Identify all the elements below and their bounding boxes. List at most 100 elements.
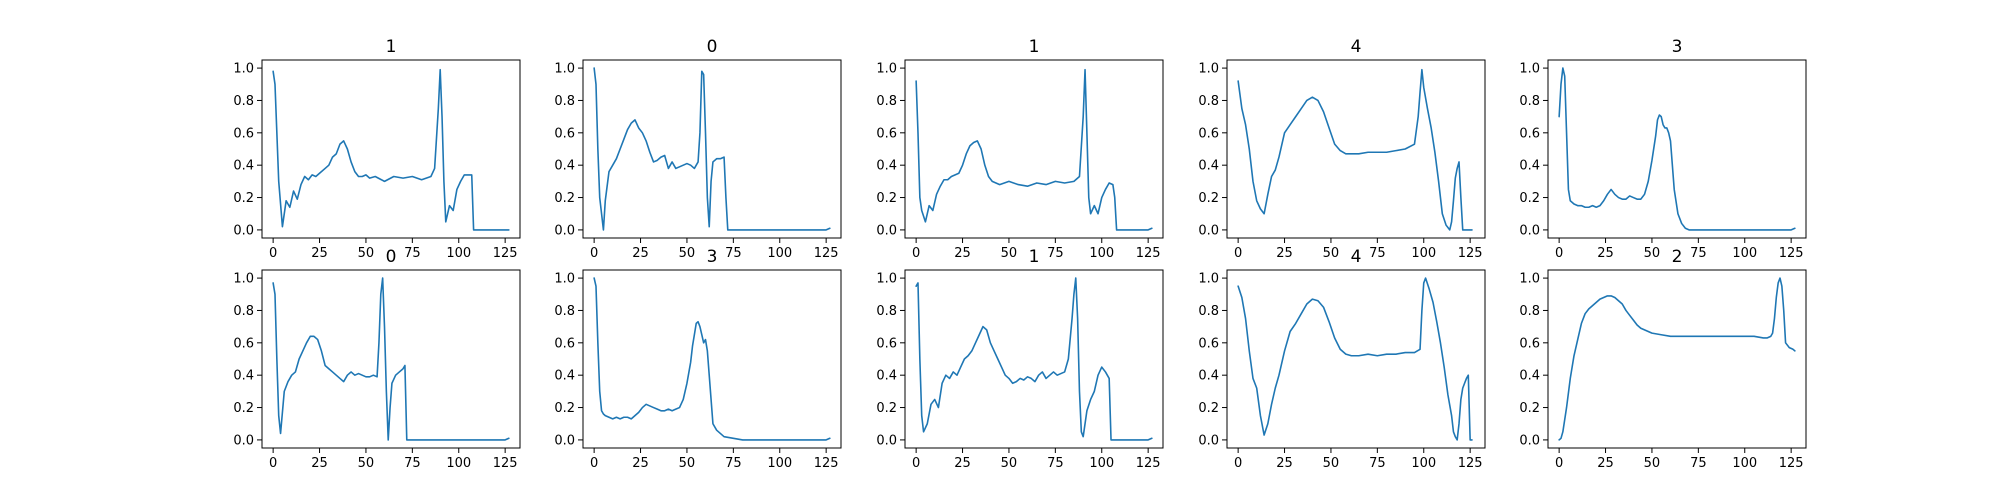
y-tick-label: 0.8: [1198, 304, 1219, 319]
y-tick-label: 0.6: [233, 126, 254, 141]
x-tick-label: 75: [725, 246, 742, 261]
x-tick-label: 25: [1276, 456, 1293, 471]
subplot-10: 2 0 25 50 75 100 125 0.0 0.2 0.4 0.6 0.8 1.0: [1519, 247, 1807, 471]
subplot-5: 3 0 25 50 75 100 125 0.0 0.2 0.4 0.6 0.8 1.0: [1519, 37, 1807, 261]
y-tick-label: 0.2: [876, 401, 897, 416]
x-tick-label: 100: [767, 246, 792, 261]
y-tick-label: 0.8: [1519, 94, 1540, 109]
y-tick-label: 1.0: [233, 62, 254, 77]
subplot-title: 0: [386, 247, 397, 267]
y-tick-label: 1.0: [1519, 62, 1540, 77]
y-tick-label: 0.6: [554, 126, 575, 141]
y-tick-label: 0.4: [554, 159, 575, 174]
y-tick-label: 0.4: [554, 369, 575, 384]
y-tick-label: 0.8: [876, 304, 897, 319]
x-tick-label: 125: [1779, 456, 1804, 471]
y-tick-label: 1.0: [1198, 272, 1219, 287]
axes-frame: [1547, 59, 1807, 239]
y-tick-label: 0.8: [233, 304, 254, 319]
subplot-7: 3 0 25 50 75 100 125 0.0 0.2 0.4 0.6 0.8 1.0: [554, 247, 842, 471]
y-tick-label: 0.0: [876, 433, 897, 448]
y-tick-label: 0.2: [1198, 191, 1219, 206]
x-tick-label: 75: [1690, 456, 1707, 471]
x-tick-label: 100: [1732, 246, 1757, 261]
y-tick-label: 0.2: [554, 401, 575, 416]
subplot-title: 3: [707, 247, 718, 267]
x-tick-label: 125: [1136, 246, 1161, 261]
x-tick-label: 125: [493, 246, 518, 261]
x-tick-label: 25: [632, 456, 649, 471]
x-tick-label: 25: [954, 246, 971, 261]
x-tick-label: 125: [493, 456, 518, 471]
y-tick-label: 0.8: [876, 94, 897, 109]
subplot-title: 1: [1029, 247, 1040, 267]
x-tick-label: 50: [1644, 456, 1661, 471]
y-tick-label: 0.6: [876, 336, 897, 351]
x-tick-label: 25: [311, 246, 328, 261]
y-tick-label: 1.0: [554, 62, 575, 77]
series-line: [915, 68, 1153, 231]
x-tick-label: 50: [1644, 246, 1661, 261]
y-tick-label: 0.0: [554, 433, 575, 448]
subplot-8: 1 0 25 50 75 100 125 0.0 0.2 0.4 0.6 0.8 1.0: [876, 247, 1164, 471]
x-tick-label: 100: [446, 246, 471, 261]
x-tick-label: 100: [1089, 456, 1114, 471]
x-tick-label: 50: [1001, 246, 1018, 261]
x-tick-label: 100: [1089, 246, 1114, 261]
y-tick-label: 0.8: [233, 94, 254, 109]
x-tick-label: 50: [1001, 456, 1018, 471]
axes-frame: [904, 59, 1164, 239]
x-tick-label: 25: [1597, 456, 1614, 471]
subplot-6: 0 0 25 50 75 100 125 0.0 0.2 0.4 0.6 0.8 1.0: [233, 247, 521, 471]
x-tick-label: 75: [1047, 456, 1064, 471]
subplot-title: 0: [707, 37, 718, 57]
y-tick-label: 1.0: [1198, 62, 1219, 77]
y-tick-label: 0.4: [876, 159, 897, 174]
subplot-title: 4: [1351, 247, 1362, 267]
x-tick-label: 50: [358, 246, 375, 261]
y-tick-label: 1.0: [1519, 272, 1540, 287]
subplot-9: 4 0 25 50 75 100 125 0.0 0.2 0.4 0.6 0.8 1.0: [1198, 247, 1486, 471]
x-tick-label: 0: [590, 456, 598, 471]
y-tick-label: 0.2: [233, 401, 254, 416]
y-tick-label: 0.2: [876, 191, 897, 206]
x-tick-label: 0: [1234, 456, 1242, 471]
y-tick-label: 0.8: [1519, 304, 1540, 319]
x-tick-label: 50: [1323, 456, 1340, 471]
axes-frame: [904, 269, 1164, 449]
y-tick-label: 0.0: [233, 223, 254, 238]
series-line: [1558, 277, 1796, 441]
x-tick-label: 0: [1555, 246, 1563, 261]
y-tick-label: 0.4: [1198, 369, 1219, 384]
x-tick-label: 75: [1690, 246, 1707, 261]
y-tick-label: 0.0: [233, 433, 254, 448]
x-tick-label: 25: [954, 456, 971, 471]
axes-frame: [261, 269, 521, 449]
x-tick-label: 75: [1369, 456, 1386, 471]
x-tick-label: 25: [1276, 246, 1293, 261]
x-tick-label: 75: [404, 456, 421, 471]
y-tick-label: 0.2: [1519, 191, 1540, 206]
y-tick-label: 0.8: [554, 94, 575, 109]
y-tick-label: 0.4: [1198, 159, 1219, 174]
series-line: [915, 277, 1153, 441]
y-tick-label: 0.6: [1198, 126, 1219, 141]
subplot-1: 1 0 25 50 75 100 125 0.0 0.2 0.4 0.6 0.8 1.0: [233, 37, 521, 261]
series-line: [1237, 68, 1473, 231]
y-tick-label: 0.0: [1519, 433, 1540, 448]
x-tick-label: 0: [1555, 456, 1563, 471]
y-tick-label: 0.0: [1198, 223, 1219, 238]
y-tick-label: 0.0: [876, 223, 897, 238]
y-tick-label: 0.2: [1519, 401, 1540, 416]
series-line: [272, 68, 510, 231]
x-tick-label: 75: [404, 246, 421, 261]
subplot-2: 0 0 25 50 75 100 125 0.0 0.2 0.4 0.6 0.8 1.0: [554, 37, 842, 261]
subplot-3: 1 0 25 50 75 100 125 0.0 0.2 0.4 0.6 0.8 1.0: [876, 37, 1164, 261]
subplot-title: 1: [1029, 37, 1040, 57]
axes-frame: [582, 269, 842, 449]
axes-frame: [1547, 269, 1807, 449]
x-tick-label: 25: [311, 456, 328, 471]
x-tick-label: 100: [767, 456, 792, 471]
series-line: [1237, 277, 1473, 441]
